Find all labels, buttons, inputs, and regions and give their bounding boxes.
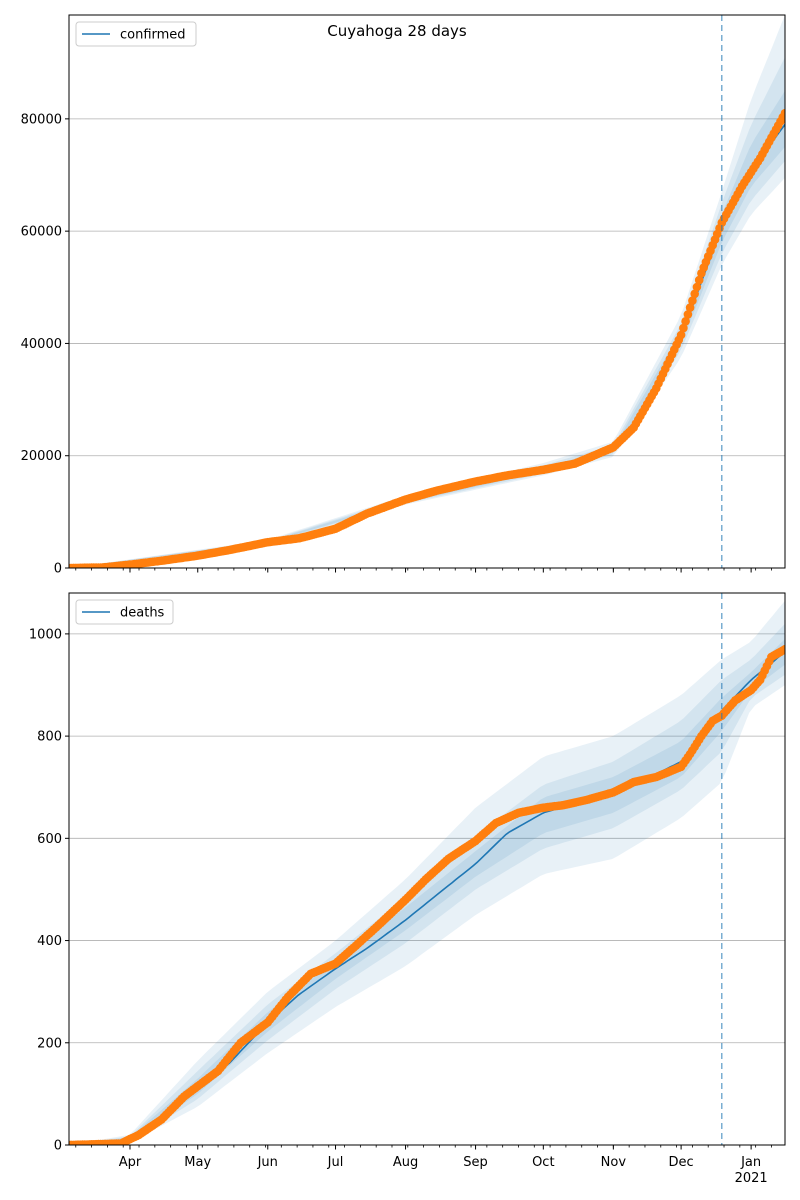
y-tick-label: 40000 xyxy=(21,337,62,352)
plot-area xyxy=(69,15,785,568)
observed-point xyxy=(676,330,686,340)
y-tick-label: 0 xyxy=(54,1139,62,1154)
y-tick-label: 600 xyxy=(37,832,62,847)
x-tick-label: Sep xyxy=(463,1155,488,1170)
confidence-band xyxy=(69,623,785,1145)
x-tick-label: Jan xyxy=(740,1155,761,1170)
x-tick-label: Jul xyxy=(327,1155,344,1170)
x-tick-label: May xyxy=(184,1155,211,1170)
chart-title: Cuyahoga 28 days xyxy=(327,22,467,40)
observed-point xyxy=(685,303,695,312)
observed-point xyxy=(780,108,785,118)
x-tick-label: Nov xyxy=(601,1155,627,1170)
y-tick-label: 60000 xyxy=(21,225,62,240)
axes-frame xyxy=(68,14,786,569)
deaths-chart: 0 200 400 600 800 1000 Apr May Jun Jul Aug Sep Oct No… xyxy=(29,592,786,1186)
y-tick-label: 200 xyxy=(37,1036,62,1051)
y-tick-label: 400 xyxy=(37,934,62,949)
observed-point xyxy=(679,323,688,333)
y-tick-label: 0 xyxy=(54,562,62,577)
observed-point xyxy=(692,282,702,292)
y-tick-label: 20000 xyxy=(21,449,62,464)
y-tick-label: 80000 xyxy=(21,112,62,127)
observed-point xyxy=(683,310,693,319)
x-tick-label: Dec xyxy=(669,1155,694,1170)
confidence-band xyxy=(69,15,785,568)
x-tick-label: Jun xyxy=(257,1155,278,1170)
legend-label: confirmed xyxy=(120,28,186,43)
observed-point xyxy=(780,644,785,654)
confidence-band xyxy=(69,639,785,1145)
axes-frame xyxy=(68,592,786,1146)
observed-point xyxy=(681,317,690,326)
x-tick-label: Oct xyxy=(532,1155,554,1170)
plot-area xyxy=(69,600,785,1145)
legend-box xyxy=(75,599,174,625)
observed-point xyxy=(688,296,697,306)
x-tick-label: Apr xyxy=(119,1155,142,1170)
y-tick-label: 800 xyxy=(37,730,62,745)
x-tick-label: Aug xyxy=(393,1155,418,1170)
legend-label: deaths xyxy=(120,606,165,621)
legend-box xyxy=(75,21,197,47)
x-year-label: 2021 xyxy=(735,1171,768,1186)
observed-point xyxy=(690,289,699,299)
y-tick-label: 1000 xyxy=(29,627,62,642)
observed-point xyxy=(694,275,704,285)
confirmed-chart: 0 20000 40000 60000 80000 confirmed xyxy=(21,14,786,577)
